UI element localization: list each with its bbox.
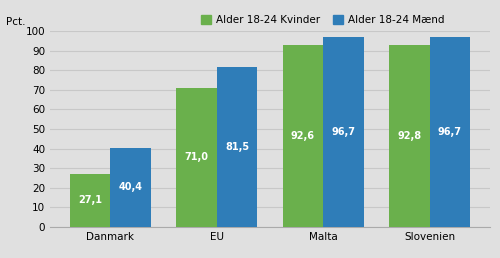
Bar [176,88,217,227]
Text: 92,6: 92,6 [291,131,315,141]
Text: 96,7: 96,7 [332,127,355,137]
Bar [217,67,257,227]
Bar [110,148,151,227]
Text: 96,7: 96,7 [438,127,462,137]
Bar [70,174,110,227]
Text: 81,5: 81,5 [225,142,249,152]
Bar [323,37,364,227]
Text: 27,1: 27,1 [78,196,102,205]
Text: Pct.: Pct. [6,17,25,27]
Text: 40,4: 40,4 [118,182,142,192]
Bar [283,45,323,227]
Text: 71,0: 71,0 [184,152,208,163]
Bar [389,45,430,227]
Text: 92,8: 92,8 [398,131,421,141]
Legend: Alder 18-24 Kvinder, Alder 18-24 Mænd: Alder 18-24 Kvinder, Alder 18-24 Mænd [196,11,449,29]
Bar [430,37,470,227]
